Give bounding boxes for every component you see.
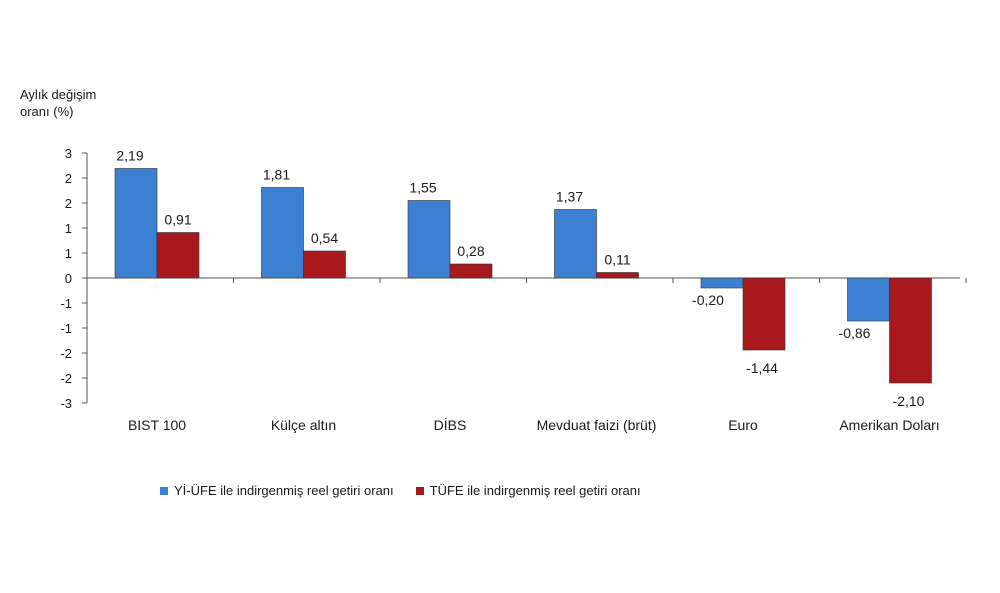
legend-label-yi-ufe: Yİ-ÜFE ile indirgenmiş reel getiri oranı: [174, 483, 394, 498]
bar-tufe: [449, 263, 493, 279]
data-label: -0,86: [839, 325, 871, 341]
category-label: Külçe altın: [271, 417, 336, 433]
category-label: DİBS: [434, 416, 467, 433]
data-label: 1,81: [263, 167, 290, 183]
bar-yi-ufe: [114, 168, 158, 279]
legend-item-yi-ufe: Yİ-ÜFE ile indirgenmiş reel getiri oranı: [160, 483, 394, 498]
y-tick-label: -2: [60, 346, 72, 361]
data-label: 0,28: [457, 243, 484, 259]
legend-swatch-yi-ufe: [160, 486, 168, 495]
y-axis-title-line-2: oranı (%): [20, 104, 74, 119]
y-tick-label: 0: [65, 271, 72, 286]
category-label: BIST 100: [128, 417, 186, 433]
y-tick-label: -2: [60, 371, 72, 386]
category-label: Euro: [728, 417, 758, 433]
bar-yi-ufe: [407, 200, 451, 279]
y-axis-title-line-1: Aylık değişim: [20, 87, 97, 102]
legend: Yİ-ÜFE ile indirgenmiş reel getiri oranı…: [160, 483, 641, 498]
data-label: 0,91: [164, 212, 191, 228]
data-label: 2,19: [116, 148, 143, 164]
bar-yi-ufe: [261, 187, 304, 279]
bar-yi-ufe: [700, 277, 744, 289]
bar-tufe: [889, 277, 932, 384]
legend-swatch-tufe: [415, 486, 424, 495]
data-label: 0,54: [311, 230, 338, 246]
bar-tufe: [156, 232, 200, 279]
category-label: Amerikan Doları: [839, 417, 939, 433]
bar-tufe: [596, 272, 639, 279]
y-tick-label: -1: [60, 296, 72, 311]
data-label: 1,55: [409, 180, 436, 196]
y-axis-title: Aylık değişim oranı (%): [20, 86, 96, 120]
y-tick-label: 3: [65, 146, 72, 161]
data-label: -2,10: [893, 393, 925, 409]
data-label: -0,20: [692, 292, 724, 308]
data-label: 1,37: [556, 189, 583, 205]
bar-yi-ufe: [554, 209, 597, 279]
y-tick-label: 2: [65, 196, 72, 211]
y-tick-label: -1: [60, 321, 72, 336]
bar-tufe: [742, 277, 786, 351]
category-label: Mevduat faizi (brüt): [537, 417, 657, 433]
legend-label-tufe: TÜFE ile indirgenmiş reel getiri oranı: [429, 483, 641, 498]
legend-item-tufe: TÜFE ile indirgenmiş reel getiri oranı: [415, 483, 641, 498]
bar-tufe: [303, 250, 346, 279]
data-label: 0,11: [604, 252, 630, 268]
y-tick-label: 1: [65, 246, 72, 261]
data-label: -1,44: [746, 360, 778, 376]
bar-yi-ufe: [847, 277, 890, 322]
y-tick-label: 1: [65, 221, 72, 236]
y-tick-label: 2: [65, 171, 72, 186]
y-tick-label: -3: [60, 396, 72, 411]
